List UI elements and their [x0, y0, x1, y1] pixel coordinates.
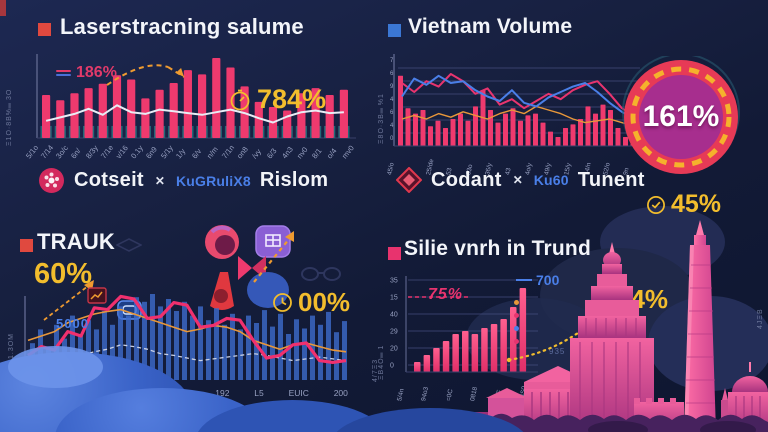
svg-text:0: 0: [390, 136, 394, 142]
trauk-stat-right-value: 00%: [298, 287, 351, 317]
legend-line-icon: [516, 279, 532, 281]
trund-legend-value: 700: [536, 272, 560, 288]
svg-text:4: 4: [390, 97, 394, 103]
x-tick-label: EUIC: [288, 388, 309, 398]
x-tick-label: L5: [254, 388, 264, 398]
trund-legend: 700: [516, 272, 559, 288]
trauk-stat-left: 60%: [34, 258, 92, 291]
sales-panel-title: Laserstracning salume: [60, 14, 304, 39]
trund-y-axis-label: ΞB4O‖1: [378, 344, 385, 380]
trauk-stat-left-value: 60%: [34, 258, 93, 290]
sales-title-bullet: [38, 23, 51, 36]
svg-text:4: 4: [390, 123, 394, 129]
vietnam-badge: 161%: [620, 53, 742, 178]
vietnam-title-bullet: [388, 24, 401, 37]
svg-text:40: 40: [390, 312, 398, 319]
sales-y-axis-label: Ξ1O·8B%‖3O: [6, 88, 13, 146]
vietnam-stat-value: 45%: [671, 190, 722, 218]
x-tick-label: mv0: [340, 143, 356, 161]
x-tick-label: 200: [333, 388, 348, 398]
blue-cloud: [8, 346, 103, 388]
chart-card-icon: [87, 287, 107, 304]
vietnam-partners-row: Codant ✕ Ku60 Tunent: [396, 167, 645, 193]
partner-name: Tunent: [577, 168, 645, 191]
legend-line-icon: [56, 70, 71, 76]
sales-chart: [36, 54, 356, 139]
trund-panel-title: Silie vnrh in Trund: [404, 237, 591, 260]
trund-annotation: 75%: [428, 286, 464, 303]
sales-stat-value: 784%: [257, 84, 327, 114]
partner-separator: ✕: [154, 173, 165, 188]
pinwheel-decoration-icon: [205, 225, 291, 310]
glasses-doodle-icon: [301, 267, 341, 281]
trund-title-bullet: [388, 247, 401, 260]
svg-text:20: 20: [390, 346, 398, 353]
trauk-stat-right: 00%: [272, 287, 350, 318]
sales-legend-label: 186%: [76, 64, 117, 81]
gauge-icon: [230, 89, 250, 110]
trund-legend-dots: [514, 300, 519, 344]
x-tick-label: 192: [215, 388, 230, 398]
diamond-doodle-icon: [116, 238, 142, 252]
vietnam-panel-title: Vietnam Volume: [408, 15, 573, 38]
vietnam-y-axis-label: Ξ8O·3B‖%1: [378, 93, 385, 144]
cotseit-logo-icon: [39, 168, 64, 193]
vietnam-badge-value: 161%: [642, 100, 720, 133]
trund-edge-label: 4JΞB: [757, 308, 764, 329]
rising-arrow-icon: [106, 64, 185, 86]
badge-rings-icon: [622, 53, 740, 174]
partner-name: Cotseit: [74, 169, 144, 191]
sales-x-axis-labels: 5/1o 7/14 3o/c 6n/8/3y 7/1e v/16 0.1y 6n9 5/1y 1/…: [24, 143, 356, 167]
trauk-panel-title: TRAUK: [37, 229, 115, 254]
corner-decoration: [0, 0, 6, 16]
svg-text:0: 0: [390, 363, 394, 370]
vietnam-chart: 7 6 9 4 6 4 0: [390, 54, 640, 147]
sales-legend: 186%: [56, 64, 117, 82]
trauk-title-bullet: [20, 239, 33, 252]
clock-icon: [273, 293, 292, 312]
sales-partners-row: Cotseit ✕ KuGRuliX8 Rislom: [38, 167, 328, 194]
svg-text:35: 35: [390, 278, 398, 285]
partner-name: Rislom: [259, 169, 329, 191]
trund-chart: 35 15 40 29 20 0: [390, 276, 538, 373]
svg-text:7: 7: [390, 58, 394, 64]
svg-text:15: 15: [390, 295, 398, 302]
codant-logo-icon: [396, 167, 422, 193]
svg-text:9: 9: [390, 84, 394, 90]
svg-text:29: 29: [390, 329, 398, 336]
partner-brand: Ku60: [533, 172, 569, 188]
sales-stat: 784%: [228, 84, 326, 115]
city-skyline: [428, 220, 768, 432]
trauk-chart-label: 5000: [56, 316, 89, 331]
sky-label: 935: [549, 347, 566, 356]
partner-name: Codant: [431, 168, 502, 191]
svg-text:6: 6: [390, 71, 394, 77]
partner-brand: KuGRuliX8: [175, 172, 251, 189]
vietnam-stat: 45%: [646, 190, 721, 219]
clock-icon: [647, 195, 665, 214]
x-tick-label: 5/4n: [396, 388, 406, 402]
rising-arrow-icon: [253, 231, 294, 283]
partner-separator: ✕: [512, 173, 523, 187]
svg-text:6: 6: [390, 110, 394, 116]
